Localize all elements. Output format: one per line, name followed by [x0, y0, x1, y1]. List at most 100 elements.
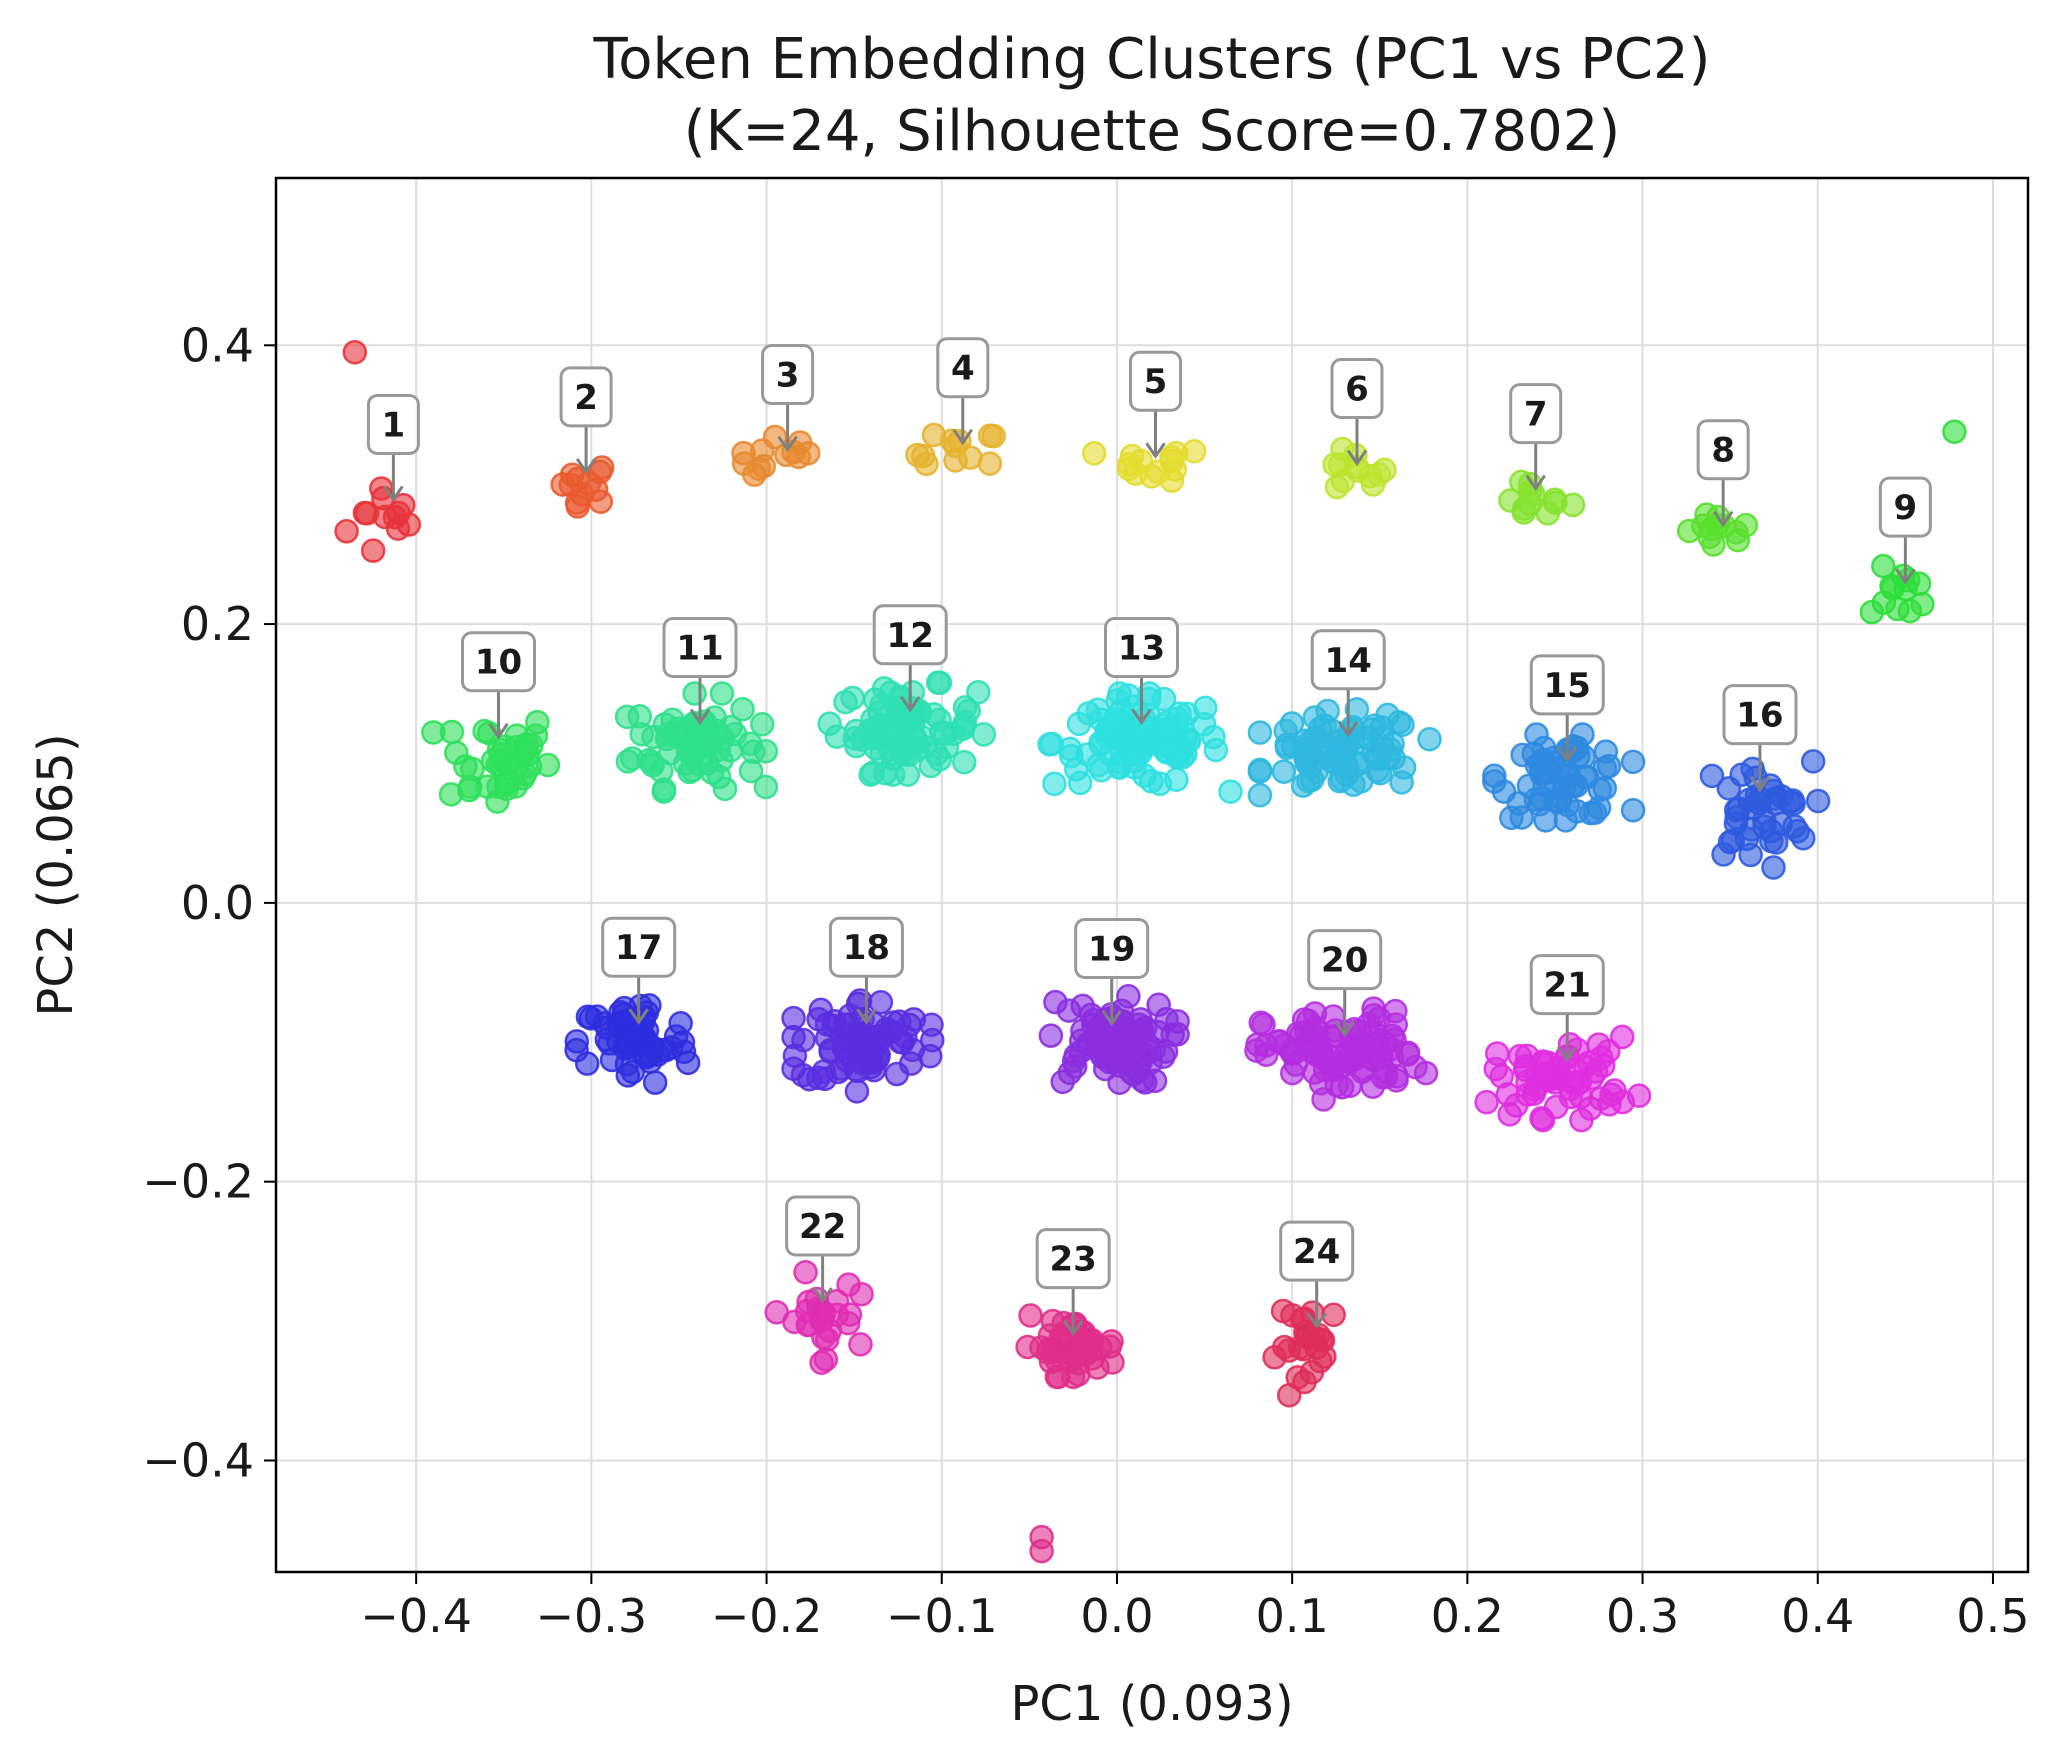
point-cluster-10	[488, 742, 514, 767]
point-cluster-22	[849, 1281, 874, 1307]
point-cluster-14	[1273, 718, 1298, 744]
point-cluster-18	[884, 1061, 910, 1087]
point-cluster-13	[1121, 748, 1147, 774]
point-cluster-12	[860, 760, 886, 786]
point-cluster-15	[1527, 792, 1552, 817]
cluster-arrow-head	[575, 458, 597, 475]
cluster-label-text: 17	[615, 928, 662, 968]
point-cluster-19	[1151, 1044, 1176, 1069]
cluster-label-3: 3	[761, 344, 815, 453]
point-cluster-11	[620, 746, 645, 771]
cluster-label-box	[601, 916, 677, 978]
point-cluster-15	[1529, 760, 1554, 785]
y-tick-label: 0.2	[181, 597, 254, 651]
point-cluster-15	[1620, 749, 1646, 775]
x-tick-label: −0.1	[886, 1589, 998, 1643]
point-cluster-21	[1521, 1081, 1547, 1106]
point-cluster-11	[753, 774, 779, 800]
cluster-label-13: 13	[1103, 616, 1179, 726]
point-cluster-12	[844, 718, 869, 744]
cluster-label-text: 5	[1144, 362, 1168, 402]
point-cluster-9	[1885, 596, 1910, 622]
cluster-label-text: 6	[1345, 369, 1369, 409]
point-cluster-15	[1553, 808, 1579, 833]
point-cluster-11	[709, 748, 734, 773]
cluster-label-text: 23	[1049, 1240, 1096, 1280]
point-cluster-6	[1360, 472, 1386, 497]
point-cluster-16	[1763, 791, 1788, 816]
point-cluster-22	[848, 1332, 873, 1357]
cluster-label-19: 19	[1074, 917, 1150, 1027]
point-cluster-14	[1381, 745, 1406, 771]
point-cluster-20	[1297, 1038, 1322, 1063]
point-cluster-22	[835, 1310, 861, 1336]
point-cluster-15	[1620, 797, 1646, 823]
point-cluster-20	[1244, 1038, 1269, 1063]
cluster-label-box	[1129, 350, 1183, 412]
cluster-label-text: 18	[843, 928, 890, 968]
point-cluster-12	[880, 762, 906, 787]
cluster-arrow-head	[1712, 510, 1734, 528]
chart-title-line1: Token Embedding Clusters (PC1 vs PC2)	[593, 27, 1711, 92]
point-cluster-20	[1413, 1060, 1439, 1086]
x-tick-label: −0.4	[360, 1589, 472, 1643]
point-cluster-13	[1105, 688, 1130, 713]
point-cluster-21	[1497, 1102, 1522, 1127]
point-cluster-21	[1483, 1056, 1509, 1082]
point-cluster-20	[1395, 1042, 1421, 1067]
point-cluster-1	[391, 492, 416, 518]
point-cluster-9	[1906, 571, 1932, 596]
cluster-label-box	[785, 1195, 861, 1257]
y-tick-label: 0.4	[181, 318, 254, 372]
point-cluster-13	[1191, 711, 1217, 737]
cluster-label-box	[1310, 629, 1386, 691]
cluster-arrow-head	[383, 485, 404, 503]
cluster-arrow-head	[952, 428, 974, 446]
point-cluster-13	[1042, 771, 1067, 797]
point-cluster-7	[1511, 500, 1537, 525]
point-cluster-19	[1125, 1039, 1151, 1065]
point-cluster-19	[1070, 1018, 1095, 1044]
cluster-label-17: 17	[601, 916, 677, 1025]
cluster-label-box	[1722, 684, 1798, 746]
point-cluster-11	[672, 751, 698, 776]
cluster-label-box	[1307, 929, 1383, 991]
point-cluster-17	[634, 1044, 659, 1070]
cluster-arrow-head	[1131, 708, 1152, 726]
point-cluster-8	[1694, 502, 1719, 527]
point-cluster-2	[576, 470, 602, 496]
cluster-label-box	[1696, 419, 1750, 481]
point-cluster-9	[1859, 599, 1885, 625]
cluster-label-15: 15	[1529, 654, 1605, 763]
point-cluster-5	[1119, 443, 1145, 469]
cluster-arrow-head	[628, 1008, 649, 1025]
cluster-label-box	[1035, 1228, 1111, 1290]
cluster-label-box	[1878, 476, 1932, 538]
point-cluster-13	[1085, 697, 1110, 723]
scatter-points	[334, 340, 1967, 1564]
point-cluster-16	[1716, 776, 1742, 801]
point-cluster-23	[1085, 1355, 1110, 1380]
cluster-label-text: 16	[1736, 696, 1783, 736]
point-cluster-16	[1761, 855, 1786, 880]
point-cluster-15	[1571, 744, 1596, 769]
cluster-label-11: 11	[662, 616, 738, 726]
point-cluster-18	[781, 1005, 806, 1031]
point-cluster-9	[1871, 553, 1896, 579]
point-cluster-14	[1375, 702, 1400, 728]
point-cluster-5	[1163, 440, 1189, 466]
cluster-label-box	[936, 337, 990, 399]
point-cluster-11	[682, 681, 707, 706]
point-cluster-23	[1035, 1340, 1061, 1365]
point-cluster-1	[360, 538, 386, 563]
point-cluster-15	[1560, 773, 1586, 799]
x-axis-label: PC1 (0.093)	[1010, 1676, 1293, 1732]
point-cluster-15	[1506, 791, 1532, 816]
cluster-label-16: 16	[1722, 684, 1798, 793]
cluster-label-text: 12	[887, 616, 934, 656]
point-cluster-22	[811, 1301, 837, 1326]
cluster-arrow-head	[1306, 1312, 1327, 1329]
point-cluster-10	[525, 709, 550, 735]
point-cluster-12	[889, 740, 914, 765]
point-cluster-5	[1139, 464, 1164, 489]
